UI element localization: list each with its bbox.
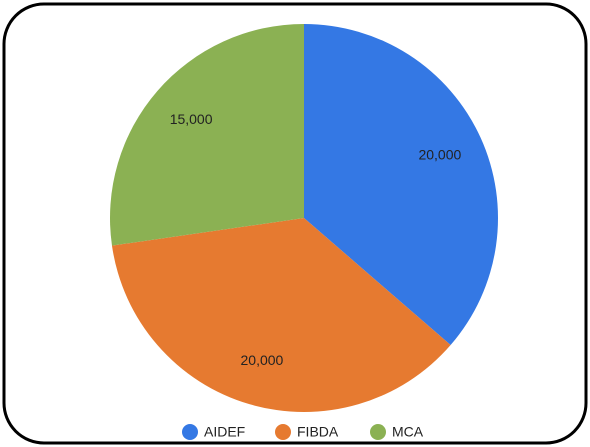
legend-label: FIBDA — [297, 424, 339, 440]
data-label: 15,000 — [170, 111, 213, 127]
pie-slice — [304, 24, 498, 346]
legend-marker — [275, 424, 291, 440]
data-label: 20,000 — [418, 147, 461, 163]
legend-label: MCA — [392, 424, 424, 440]
pie-slice — [110, 24, 304, 246]
legend-marker — [370, 424, 386, 440]
legend-label: AIDEF — [204, 424, 245, 440]
data-label: 20,000 — [241, 352, 284, 368]
legend-marker — [182, 424, 198, 440]
pie-slice — [111, 218, 451, 412]
